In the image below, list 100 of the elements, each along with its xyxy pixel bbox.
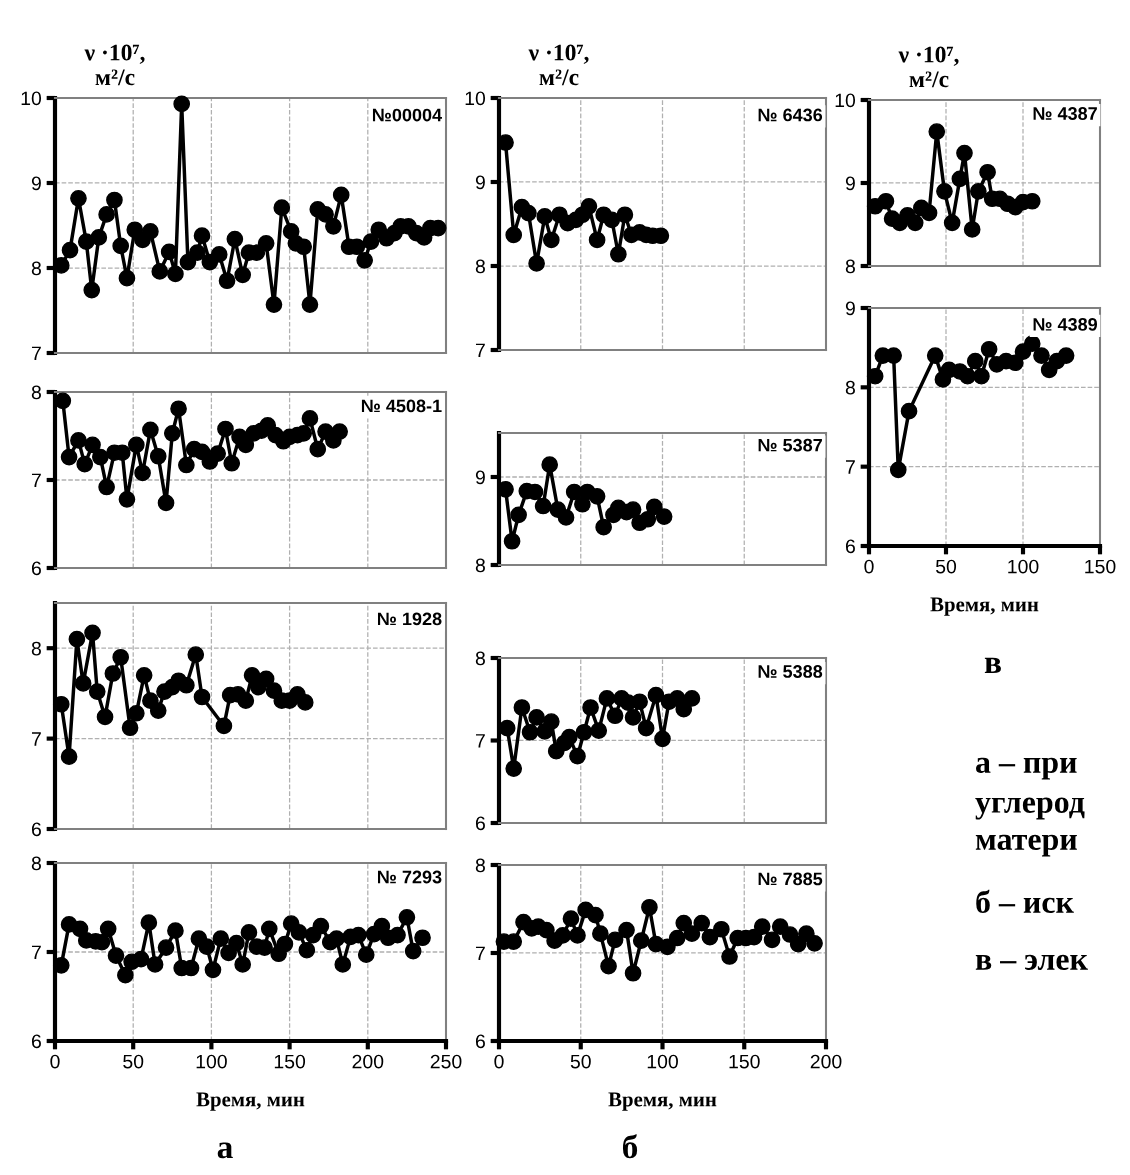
point xyxy=(569,747,586,765)
y-tick-label: 6 xyxy=(31,1034,41,1049)
point xyxy=(96,708,114,726)
y-tick-label: 7 xyxy=(475,343,485,358)
y-tick-label: 8 xyxy=(845,259,855,274)
chart-title: № 5388 xyxy=(758,665,823,678)
point xyxy=(127,704,145,722)
point xyxy=(582,699,599,716)
point xyxy=(624,964,642,982)
point xyxy=(84,436,101,454)
point xyxy=(163,425,181,442)
x-tick-label: 50 xyxy=(570,1054,591,1069)
point xyxy=(170,400,187,418)
y-tick-label: 7 xyxy=(845,460,855,474)
point xyxy=(160,243,178,261)
point xyxy=(806,934,823,952)
point xyxy=(88,683,106,700)
point xyxy=(587,906,604,924)
point xyxy=(290,924,308,941)
point xyxy=(234,956,252,973)
chart-title: № 4387 xyxy=(1033,107,1097,120)
x-tick-label: 50 xyxy=(123,1054,144,1069)
text: в xyxy=(984,657,1001,674)
y-tick-label: 8 xyxy=(31,261,41,276)
point xyxy=(928,123,946,140)
y-tick-label: 8 xyxy=(31,385,41,400)
point xyxy=(560,728,578,746)
point xyxy=(157,939,175,956)
point xyxy=(693,914,711,932)
point xyxy=(606,707,624,725)
chart-title: № 5387 xyxy=(758,438,822,452)
x-axis-title: Время, мин xyxy=(196,1092,305,1111)
point xyxy=(414,929,431,947)
point xyxy=(618,921,635,939)
point xyxy=(295,238,313,256)
point xyxy=(398,908,416,926)
y-tick-label: 10 xyxy=(465,91,486,106)
point xyxy=(273,199,291,216)
point xyxy=(683,925,701,942)
point xyxy=(569,927,586,944)
x-tick-label: 100 xyxy=(1008,559,1039,574)
point xyxy=(624,709,642,726)
point xyxy=(90,229,108,246)
point xyxy=(357,946,375,964)
point xyxy=(683,690,701,707)
point xyxy=(132,950,150,968)
point xyxy=(592,925,609,942)
point xyxy=(631,693,648,711)
y-tick-label: 9 xyxy=(475,175,485,190)
point xyxy=(639,510,657,528)
point xyxy=(645,498,663,516)
point xyxy=(215,717,233,735)
point xyxy=(332,186,350,204)
y-tick-label: 7 xyxy=(31,945,41,960)
point xyxy=(76,455,94,473)
point xyxy=(193,227,211,245)
text: б xyxy=(622,1134,638,1159)
point xyxy=(588,488,606,505)
point xyxy=(198,938,216,955)
y-tick-label: 9 xyxy=(845,176,855,191)
point xyxy=(536,208,554,225)
chart-title: № 7885 xyxy=(758,872,823,886)
point xyxy=(980,340,998,358)
y-tick-label: 8 xyxy=(31,856,41,871)
point xyxy=(60,448,78,466)
point xyxy=(68,630,86,648)
point xyxy=(970,182,987,200)
point xyxy=(963,221,981,238)
point xyxy=(632,932,650,950)
point xyxy=(926,347,944,364)
point xyxy=(920,204,938,222)
point xyxy=(580,198,598,215)
point xyxy=(226,230,244,248)
point xyxy=(1057,347,1075,364)
point xyxy=(575,723,593,741)
point xyxy=(542,231,560,249)
y-tick-label: 8 xyxy=(475,259,485,274)
point xyxy=(317,206,334,223)
point xyxy=(943,214,961,232)
x-tick-label: 100 xyxy=(647,1054,678,1069)
point xyxy=(135,666,153,684)
chart-title: №00004 xyxy=(372,108,442,122)
text: б – иск xyxy=(976,889,1074,913)
y-tick-label: 7 xyxy=(31,473,41,488)
point xyxy=(542,713,560,730)
y-tick-label: 8 xyxy=(475,651,485,666)
point xyxy=(188,244,206,262)
point xyxy=(312,917,330,935)
x-tick-label: 0 xyxy=(494,1054,504,1069)
y-axis-title: ν ·10⁷, м²/с xyxy=(528,44,589,86)
point xyxy=(309,440,327,458)
y-tick-label: 8 xyxy=(475,858,485,873)
point xyxy=(223,454,241,472)
point xyxy=(104,665,122,682)
point xyxy=(74,675,92,692)
point xyxy=(763,931,781,949)
point xyxy=(966,352,984,370)
x-tick-label: 0 xyxy=(50,1054,60,1069)
chart-title: № 4508-1 xyxy=(361,399,442,413)
point xyxy=(647,686,665,704)
